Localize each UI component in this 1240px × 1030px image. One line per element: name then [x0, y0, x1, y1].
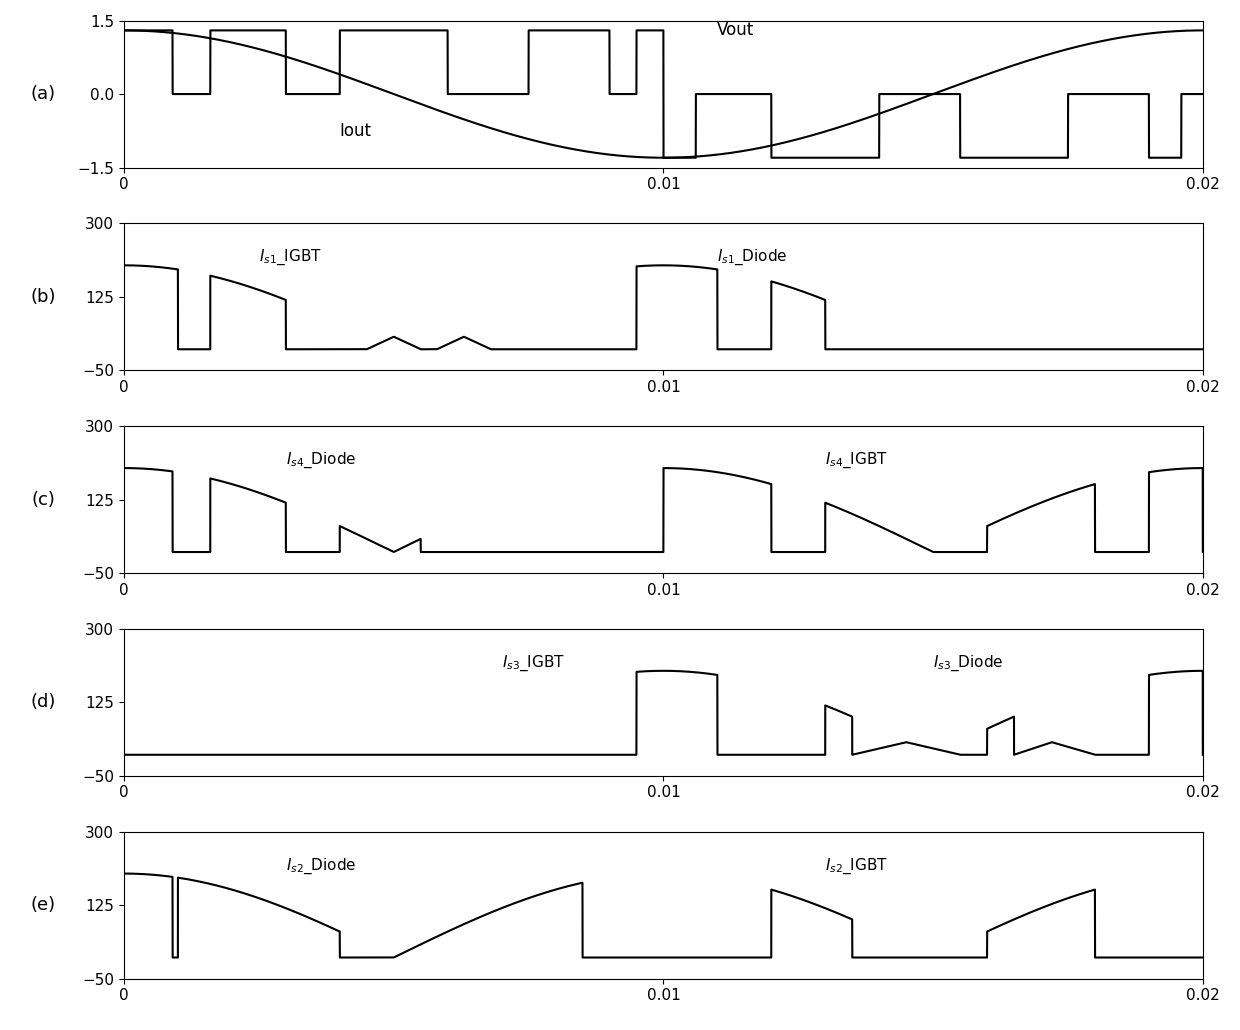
- Text: Vout: Vout: [717, 22, 755, 39]
- Text: $I_{s2}$_Diode: $I_{s2}$_Diode: [285, 856, 356, 876]
- Text: (c): (c): [31, 490, 55, 509]
- Text: (e): (e): [31, 896, 56, 914]
- Text: Iout: Iout: [340, 122, 372, 140]
- Text: (a): (a): [31, 85, 56, 103]
- Text: (d): (d): [31, 693, 56, 712]
- Text: $I_{s1}$_Diode: $I_{s1}$_Diode: [717, 248, 787, 268]
- Text: $I_{s3}$_Diode: $I_{s3}$_Diode: [934, 653, 1003, 673]
- Text: $I_{s3}$_IGBT: $I_{s3}$_IGBT: [501, 653, 564, 673]
- Text: (b): (b): [30, 287, 56, 306]
- Text: $I_{s4}$_IGBT: $I_{s4}$_IGBT: [826, 451, 888, 470]
- Text: $I_{s2}$_IGBT: $I_{s2}$_IGBT: [826, 856, 888, 876]
- Text: $I_{s1}$_IGBT: $I_{s1}$_IGBT: [259, 248, 322, 268]
- Text: $I_{s4}$_Diode: $I_{s4}$_Diode: [285, 451, 356, 470]
